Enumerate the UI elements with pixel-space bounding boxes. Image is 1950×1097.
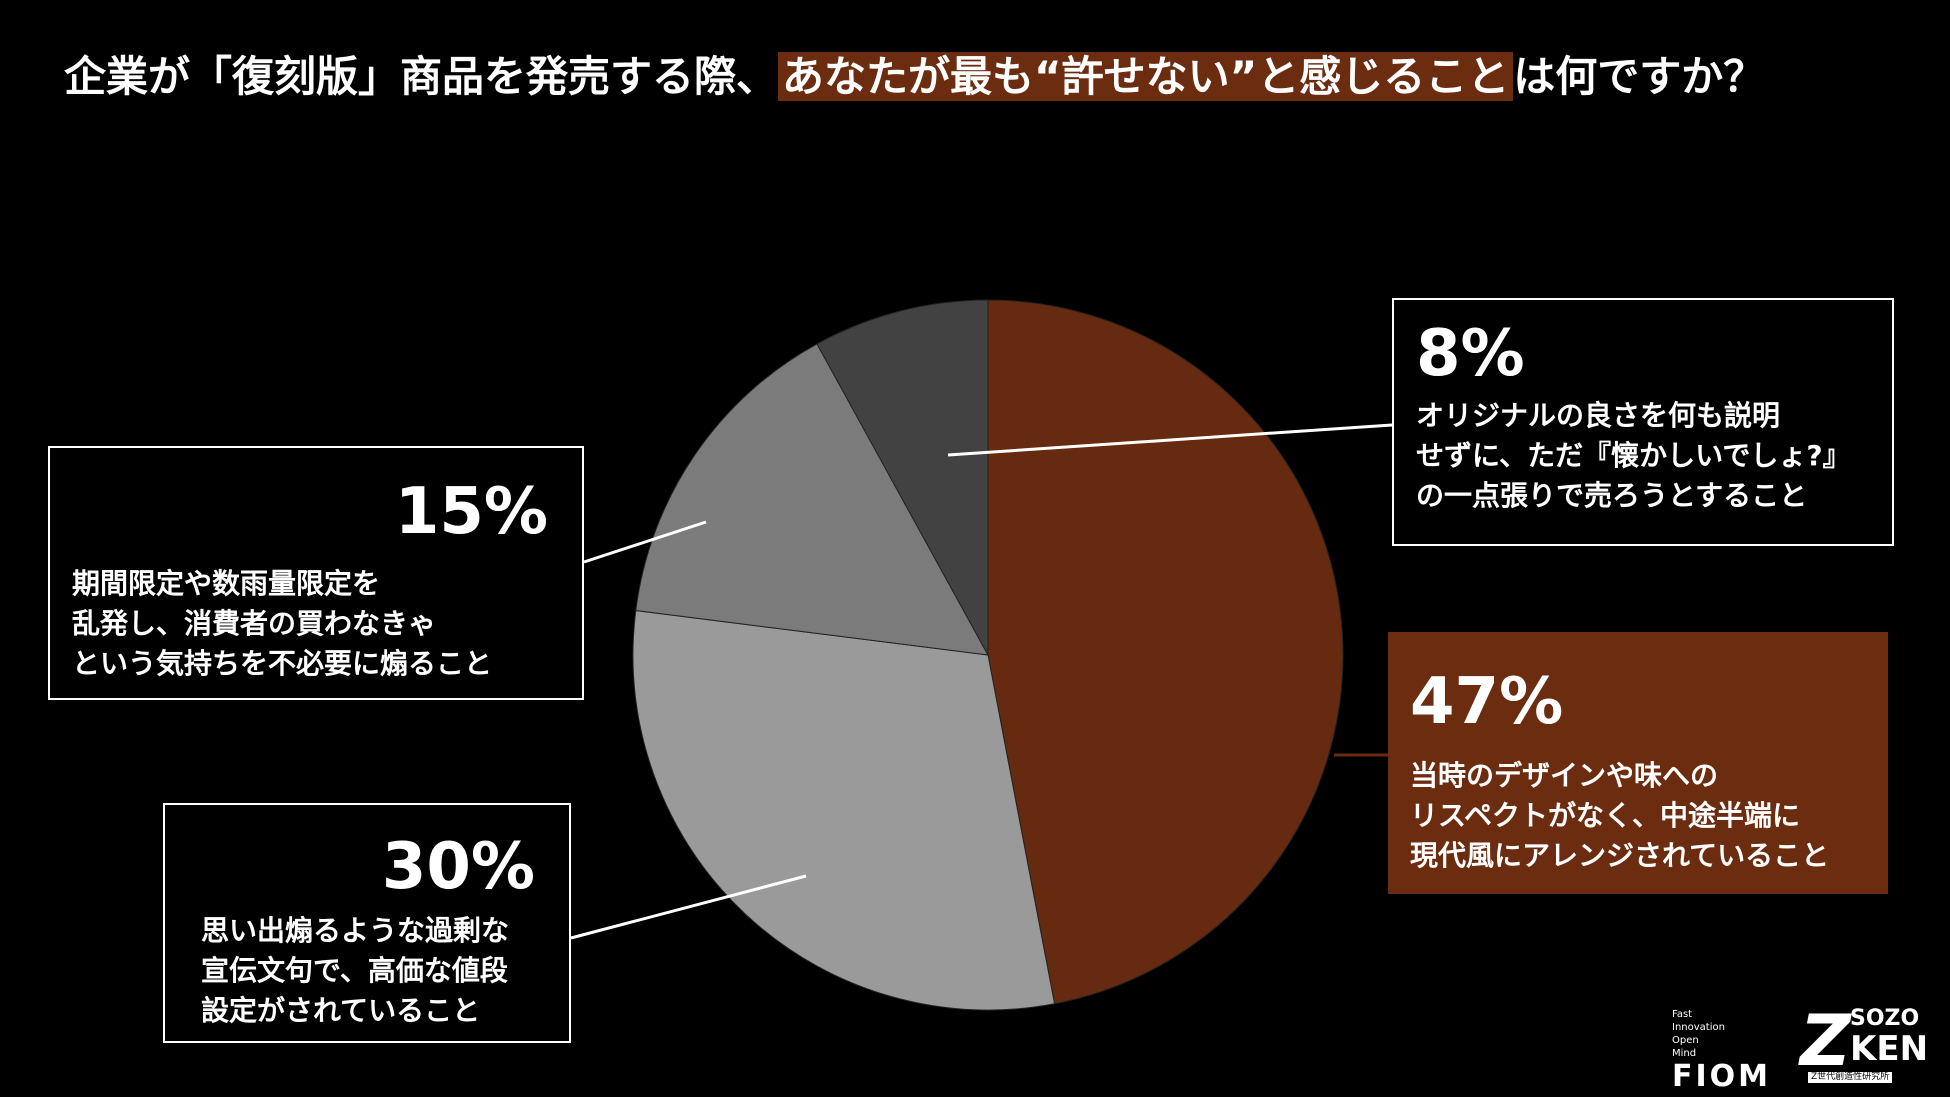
slice-47 <box>987 299 1344 1005</box>
callout-15: 15% 期間限定や数雨量限定を 乱発し、消費者の買わなきゃ という気持ちを不必要… <box>48 446 584 700</box>
leader-line-30 <box>570 874 807 940</box>
slice-30 <box>632 609 1056 1011</box>
title-highlight: あなたが最も“許せない”と感じること <box>778 52 1514 101</box>
zken-logo-ken: KEN <box>1850 1029 1929 1069</box>
callout-30: 30% 思い出煽るような過剰な 宣伝文句で、高価な値段 設定がされていること <box>163 803 571 1043</box>
zken-logo-subtitle: Z世代創造性研究所 <box>1808 1072 1893 1083</box>
fiom-logo-wordmark: FIOM <box>1672 1059 1772 1094</box>
title-prefix: 企業が「復刻版」商品を発売する際、 <box>64 52 779 101</box>
leader-line-8 <box>947 423 1393 457</box>
leader-line-15 <box>583 520 707 564</box>
callout-47-description: 当時のデザインや味への リスペクトがなく、中途半端に 現代風にアレンジされている… <box>1410 759 1830 872</box>
callout-30-percent: 30% <box>381 830 535 904</box>
callout-8-percent: 8% <box>1416 317 1525 391</box>
slice-15 <box>635 343 989 656</box>
zken-logo: Z SOZO KEN Z世代創造性研究所 <box>1800 1000 1928 1088</box>
callout-47-percent: 47% <box>1410 665 1564 739</box>
callout-8: 8% オリジナルの良さを何も説明 せずに、ただ『懐かしいでしょ?』 の一点張りで… <box>1392 298 1894 546</box>
zken-logo-sozo: SOZO <box>1850 1006 1920 1031</box>
callout-30-description: 思い出煽るような過剰な 宣伝文句で、高価な値段 設定がされていること <box>201 914 510 1027</box>
callout-15-description: 期間限定や数雨量限定を 乱発し、消費者の買わなきゃ という気持ちを不必要に煽るこ… <box>72 567 493 680</box>
title-suffix: は何ですか？ <box>1513 52 1766 101</box>
fiom-logo-tagline: Fast Innovation Open Mind <box>1672 1009 1725 1059</box>
callout-47: 47% 当時のデザインや味への リスペクトがなく、中途半端に 現代風にアレンジさ… <box>1388 632 1888 894</box>
fiom-logo: Fast Innovation Open Mind FIOM <box>1672 1008 1782 1094</box>
zken-logo-z: Z <box>1800 1000 1851 1082</box>
callout-8-description: オリジナルの良さを何も説明 せずに、ただ『懐かしいでしょ?』 の一点張りで売ろう… <box>1416 399 1851 512</box>
slice-8 <box>816 299 989 656</box>
callout-15-percent: 15% <box>394 475 548 549</box>
page-title: 企業が「復刻版」商品を発売する際、あなたが最も“許せない”と感じることは何ですか… <box>64 42 1765 112</box>
